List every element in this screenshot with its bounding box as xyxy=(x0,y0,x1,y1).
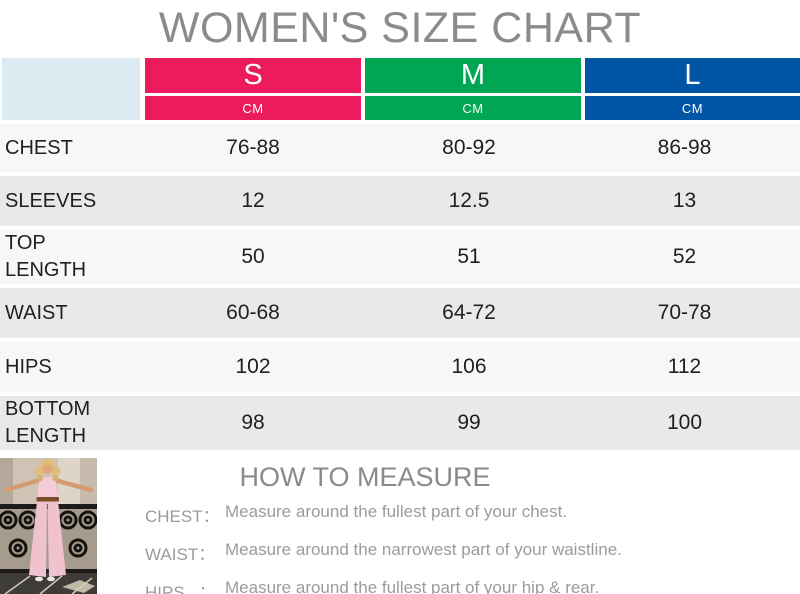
measure-label: CHEST： xyxy=(145,507,220,526)
row-label-text: CHEST xyxy=(5,136,73,159)
value-waist-m: 64-72 xyxy=(442,301,496,324)
how-to-measure-section: HOW TO MEASURE CHEST： Measure around the… xyxy=(0,458,800,594)
model-photo-illustration xyxy=(0,458,97,594)
measure-text: Measure around the narrowest part of you… xyxy=(225,540,622,559)
value-top-length-m: 51 xyxy=(457,245,481,268)
value-sleeves-l: 13 xyxy=(672,189,697,212)
row-label-text: BOTTOM LENGTH xyxy=(5,398,91,447)
table-row-sleeves: SLEEVES 12 12.5 13 xyxy=(0,176,800,226)
value-top-length-l: 52 xyxy=(672,245,697,268)
size-header-m: M xyxy=(365,58,581,93)
corner-cell xyxy=(2,58,140,120)
value-chest-m: 80-92 xyxy=(442,136,496,159)
measure-text: Measure around the fullest part of your … xyxy=(225,502,568,521)
page-title: WOMEN'S SIZE CHART xyxy=(158,4,642,52)
value-chest-l: 86-98 xyxy=(657,136,712,159)
value-chest-s: 76-88 xyxy=(226,136,280,159)
unit-band-s: CM xyxy=(145,96,361,120)
size-header-l: L xyxy=(585,58,800,93)
value-hips-s: 102 xyxy=(235,355,271,378)
row-label-text: WAIST xyxy=(5,301,68,324)
how-to-measure-title: HOW TO MEASURE xyxy=(239,462,491,492)
row-label-text: TOP LENGTH xyxy=(5,232,87,281)
size-table: S CM M CM L CM CHEST 76-88 80-92 86-98 S… xyxy=(0,58,800,450)
value-sleeves-m: 12.5 xyxy=(448,189,490,212)
how-to-measure-list: CHEST： Measure around the fullest part o… xyxy=(145,502,800,594)
value-sleeves-s: 12 xyxy=(241,189,265,212)
table-row-hips: HIPS 102 106 112 xyxy=(0,342,800,392)
measure-item-chest: CHEST： Measure around the fullest part o… xyxy=(145,502,800,527)
table-row-top-length: TOP LENGTH 50 51 52 xyxy=(0,230,800,284)
measure-label: HIPS ： xyxy=(145,583,216,594)
unit-band-l: CM xyxy=(585,96,800,120)
row-header-top-length: TOP LENGTH xyxy=(0,230,145,284)
table-row-chest: CHEST 76-88 80-92 86-98 xyxy=(0,124,800,172)
value-bottom-length-m: 99 xyxy=(457,411,481,434)
value-top-length-s: 50 xyxy=(241,245,265,268)
row-label-text: SLEEVES xyxy=(5,189,97,212)
value-bottom-length-l: 100 xyxy=(666,411,703,434)
row-header-sleeves: SLEEVES xyxy=(0,188,145,215)
table-row-bottom-length: BOTTOM LENGTH 98 99 100 xyxy=(0,396,800,450)
size-column-s: S CM xyxy=(145,58,361,120)
measure-label: WAIST： xyxy=(145,545,216,564)
row-header-bottom-length: BOTTOM LENGTH xyxy=(0,396,145,450)
row-header-waist: WAIST xyxy=(0,300,145,327)
value-waist-l: 70-78 xyxy=(657,301,712,324)
value-hips-m: 106 xyxy=(451,355,487,378)
measure-item-waist: WAIST： Measure around the narrowest part… xyxy=(145,540,800,565)
row-label-text: HIPS xyxy=(5,355,52,378)
unit-band-m: CM xyxy=(365,96,581,120)
model-photo xyxy=(0,458,97,594)
value-hips-l: 112 xyxy=(667,355,702,378)
row-header-hips: HIPS xyxy=(0,354,145,381)
value-waist-s: 60-68 xyxy=(226,301,280,324)
size-column-m: M CM xyxy=(365,58,581,120)
measure-item-hips: HIPS ： Measure around the fullest part o… xyxy=(145,578,800,594)
measure-text: Measure around the fullest part of your … xyxy=(225,578,600,594)
size-column-l: L CM xyxy=(585,58,800,120)
size-table-header: S CM M CM L CM xyxy=(0,58,800,120)
table-row-waist: WAIST 60-68 64-72 70-78 xyxy=(0,288,800,338)
value-bottom-length-s: 98 xyxy=(241,411,265,434)
row-header-chest: CHEST xyxy=(0,135,145,162)
size-header-s: S xyxy=(145,58,361,93)
